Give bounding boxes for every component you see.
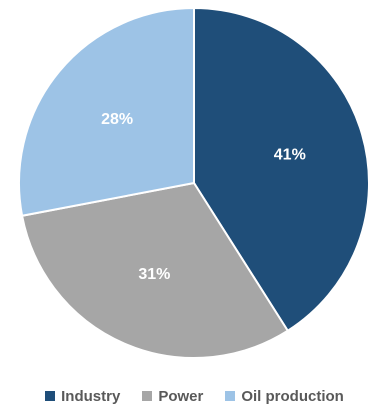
legend-label-industry: Industry xyxy=(61,387,121,405)
pie-slice-power xyxy=(20,181,290,360)
legend-label-oil-production: Oil production xyxy=(241,387,344,405)
data-label-oil-production: 28% xyxy=(101,111,133,128)
pie-slice-oil-production xyxy=(18,6,195,217)
legend-swatch-power xyxy=(142,391,153,401)
legend-item-oil-production: Oil production xyxy=(225,388,344,405)
pie-svg: 41% 31% 28% xyxy=(18,6,371,360)
data-label-industry: 41% xyxy=(274,147,306,164)
legend-item-industry: Industry xyxy=(45,388,120,405)
legend-swatch-oil-production xyxy=(225,391,236,401)
legend-swatch-industry xyxy=(45,391,56,401)
legend-label-power: Power xyxy=(158,387,204,405)
data-label-power: 31% xyxy=(138,266,170,283)
legend-item-power: Power xyxy=(142,388,203,405)
legend: Industry Power Oil production xyxy=(0,383,389,409)
pie-slice-industry xyxy=(193,6,371,333)
